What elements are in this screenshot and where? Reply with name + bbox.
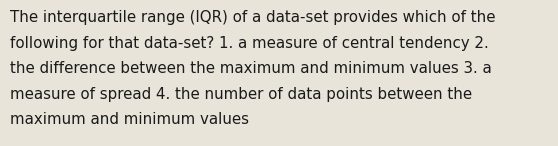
Text: maximum and minimum values: maximum and minimum values	[10, 112, 249, 127]
Text: following for that data-set? 1. a measure of central tendency 2.: following for that data-set? 1. a measur…	[10, 36, 489, 51]
Text: The interquartile range (IQR) of a data-set provides which of the: The interquartile range (IQR) of a data-…	[10, 10, 496, 25]
Text: the difference between the maximum and minimum values 3. a: the difference between the maximum and m…	[10, 61, 492, 76]
Text: measure of spread 4. the number of data points between the: measure of spread 4. the number of data …	[10, 87, 472, 102]
